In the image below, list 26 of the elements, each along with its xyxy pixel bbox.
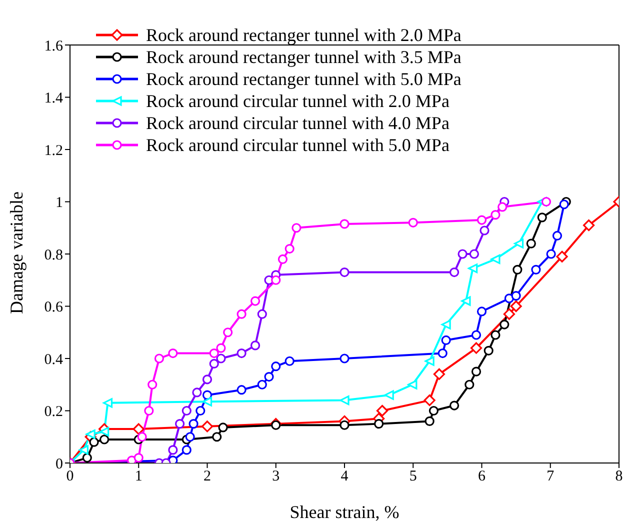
legend-label: Rock around rectanger tunnel with 2.0 MPa (146, 24, 462, 46)
x-tick-label: 0 (66, 468, 74, 485)
legend-label: Rock around circular tunnel with 4.0 MPa (146, 112, 450, 134)
legend-label: Rock around circular tunnel with 5.0 MPa (146, 134, 450, 156)
y-tick-label: 1 (56, 195, 63, 212)
y-tick-label: 1.4 (44, 90, 64, 107)
x-tick-label: 6 (478, 468, 486, 485)
x-tick-label: 2 (204, 468, 211, 485)
y-tick-label: 0.4 (44, 352, 64, 368)
y-tick-label: 0.2 (44, 404, 63, 420)
y-tick-label: 1.6 (44, 38, 64, 54)
x-tick-label: 4 (340, 468, 349, 485)
legend-label: Rock around circular tunnel with 2.0 MPa (146, 90, 450, 112)
x-tick-label: 8 (615, 468, 623, 485)
x-tick-label: 1 (134, 468, 142, 485)
y-tick-label: 0.6 (44, 300, 64, 316)
y-axis-title: Damage variable (6, 192, 26, 314)
legend-label: Rock around rectanger tunnel with 5.0 MPa (146, 68, 462, 90)
y-tick-label: 1.2 (44, 142, 63, 159)
y-tick-label: 0 (56, 456, 63, 472)
x-tick-label: 5 (409, 468, 417, 485)
x-tick-label: 3 (272, 468, 280, 485)
x-tick-label: 7 (546, 468, 555, 485)
y-tick-label: 0.8 (44, 247, 63, 264)
x-axis-title: Shear strain, % (290, 502, 400, 522)
legend-label: Rock around rectanger tunnel with 3.5 MPa (146, 46, 462, 68)
